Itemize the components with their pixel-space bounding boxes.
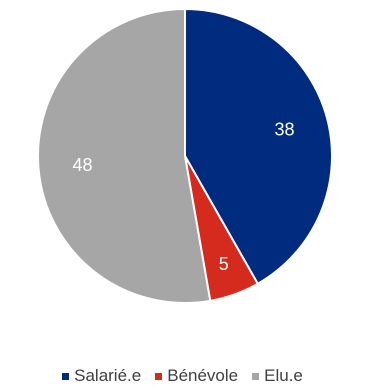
legend-item-1: Bénévole bbox=[155, 366, 238, 386]
legend: Salarié.e Bénévole Elu.e bbox=[0, 366, 365, 386]
data-label-1: 5 bbox=[219, 254, 229, 274]
data-label-0: 38 bbox=[274, 120, 294, 140]
pie-slice-0 bbox=[184, 7, 333, 286]
pie-slice-2 bbox=[37, 7, 212, 304]
legend-label: Salarié.e bbox=[74, 366, 142, 385]
legend-label: Elu.e bbox=[264, 366, 303, 385]
legend-item-0: Salarié.e bbox=[62, 366, 141, 386]
data-label-2: 48 bbox=[72, 155, 92, 175]
legend-swatch bbox=[62, 372, 70, 380]
legend-item-2: Elu.e bbox=[252, 366, 303, 386]
legend-swatch bbox=[155, 372, 163, 380]
legend-label: Bénévole bbox=[167, 366, 239, 385]
legend-swatch bbox=[252, 372, 260, 380]
